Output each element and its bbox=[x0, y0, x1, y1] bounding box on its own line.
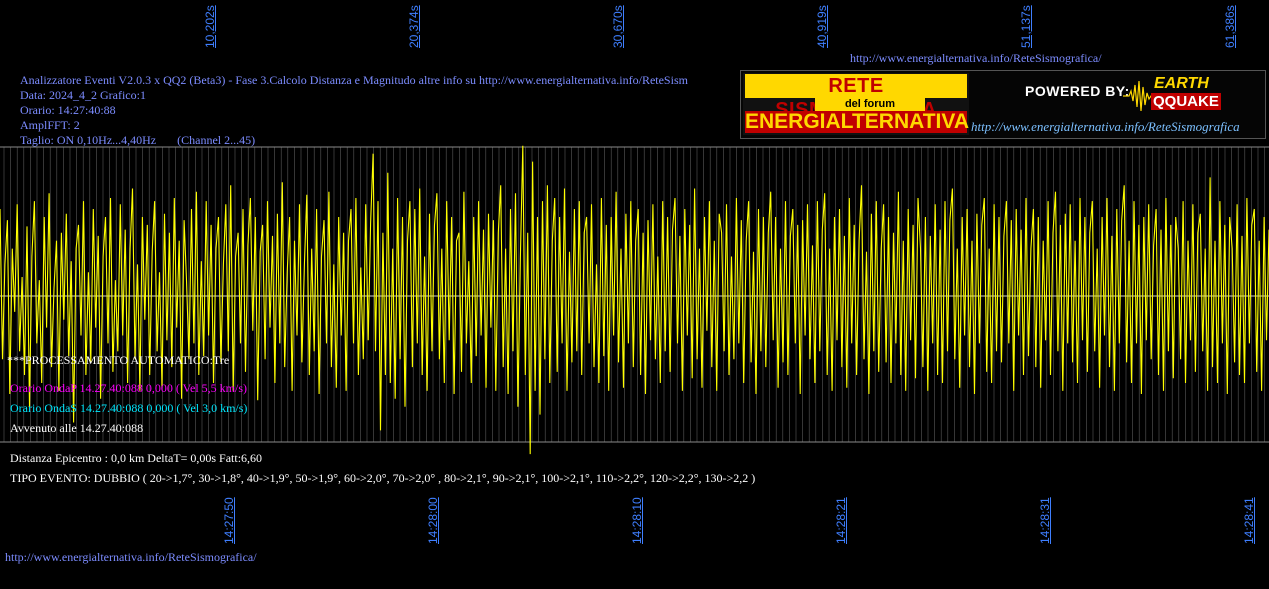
bottom-tick-label: 14:28:21 bbox=[834, 497, 848, 544]
seismograph-icon bbox=[1123, 80, 1163, 112]
top-tick-label: 61,386s bbox=[1223, 5, 1237, 48]
processing-title: ***PROCESSAMENTO AUTOMATICO:Tre bbox=[7, 353, 230, 367]
info-block: Analizzatore Eventi V2.0.3 x QQ2 (Beta3)… bbox=[20, 73, 688, 148]
bottom-tick-label: 14:27:50 bbox=[222, 497, 236, 544]
logo-powered-text: POWERED BY: bbox=[1025, 83, 1130, 99]
footer-url[interactable]: http://www.energialternativa.info/ReteSi… bbox=[5, 550, 257, 564]
top-url[interactable]: http://www.energialternativa.info/ReteSi… bbox=[850, 51, 1102, 65]
distanza-text: Distanza Epicentro : 0,0 km DeltaT= 0,00… bbox=[10, 451, 263, 465]
bottom-tick-label: 14:28:41 bbox=[1242, 497, 1256, 544]
bottom-tick-label: 14:28:10 bbox=[630, 497, 644, 544]
logo-url[interactable]: http://www.energialternativa.info/ReteSi… bbox=[971, 119, 1240, 134]
tipo-evento-text: TIPO EVENTO: DUBBIO ( 20->1,7°, 30->1,8°… bbox=[10, 471, 756, 485]
top-tick-label: 40,919s bbox=[815, 5, 829, 48]
info-filter: Taglio: ON 0,10Hz...4,40Hz (Channel 2...… bbox=[20, 133, 256, 147]
onda-p-text: Orario OndaP 14.27.40:088 0,000 ( Vel 5,… bbox=[10, 381, 247, 395]
top-tick-label: 30,670s bbox=[611, 5, 625, 48]
top-tick-label: 10,202s bbox=[203, 5, 217, 48]
rete-sismografica-logo: RETE SISMOGRAFICA del forum ENERGIALTERN… bbox=[740, 70, 1266, 139]
bottom-tick-label: 14:28:31 bbox=[1038, 497, 1052, 544]
info-title: Analizzatore Eventi V2.0.3 x QQ2 (Beta3)… bbox=[20, 73, 688, 87]
logo-qquake-text: QQUAKE bbox=[1151, 93, 1221, 110]
logo-forum-text: del forum bbox=[815, 98, 925, 111]
info-time: Orario: 14:27:40:88 bbox=[20, 103, 116, 117]
avvenuto-text: Avvenuto alle 14.27.40:088 bbox=[10, 421, 144, 435]
onda-s-text: Orario OndaS 14.27.40:088 0,000 ( Vel 3,… bbox=[10, 401, 248, 415]
bottom-tick-label: 14:28:00 bbox=[426, 497, 440, 544]
info-amplfft: AmplFFT: 2 bbox=[20, 118, 80, 132]
info-date: Data: 2024_4_2 Grafico:1 bbox=[20, 88, 146, 102]
top-tick-label: 51,137s bbox=[1019, 5, 1033, 48]
seismic-trace bbox=[0, 145, 1269, 455]
logo-earth-text: EARTH bbox=[1154, 75, 1209, 92]
top-tick-label: 20,374s bbox=[407, 5, 421, 48]
logo-rete-text: RETE SISMOGRAFICA bbox=[745, 74, 967, 121]
logo-energialternativa-text: ENERGIALTERNATIVA bbox=[745, 110, 969, 133]
